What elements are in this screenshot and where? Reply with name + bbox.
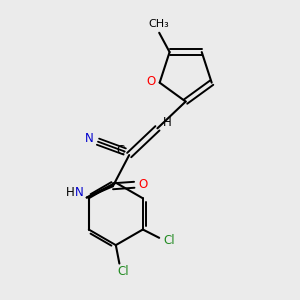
Text: CH₃: CH₃ (148, 20, 169, 29)
Text: H: H (163, 116, 171, 129)
Text: O: O (138, 178, 147, 191)
Text: Cl: Cl (117, 266, 129, 278)
Text: C: C (117, 144, 125, 157)
Text: N: N (75, 186, 84, 199)
Text: Cl: Cl (163, 234, 175, 247)
Text: O: O (147, 75, 156, 88)
Text: H: H (66, 186, 75, 199)
Text: N: N (85, 132, 94, 145)
